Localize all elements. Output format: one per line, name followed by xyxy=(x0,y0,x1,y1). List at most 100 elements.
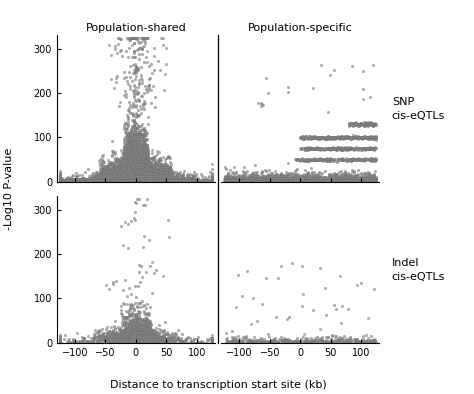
Point xyxy=(316,135,323,141)
Point xyxy=(279,176,286,182)
Point xyxy=(121,169,129,176)
Point xyxy=(158,164,166,170)
Point xyxy=(140,165,148,172)
Point xyxy=(134,175,141,181)
Point xyxy=(316,176,323,182)
Point xyxy=(150,168,157,174)
Point xyxy=(124,165,131,171)
Point xyxy=(118,178,126,184)
Point xyxy=(302,177,310,183)
Point xyxy=(133,176,141,182)
Point xyxy=(140,158,147,165)
Point xyxy=(128,169,136,175)
Point xyxy=(330,145,338,152)
Point xyxy=(123,176,131,182)
Point xyxy=(309,178,317,184)
Point xyxy=(128,172,135,178)
Point xyxy=(276,178,283,184)
Point xyxy=(130,166,137,172)
Point xyxy=(128,167,135,174)
Point xyxy=(125,168,132,175)
Point xyxy=(144,171,152,178)
Point xyxy=(359,175,366,181)
Point xyxy=(123,161,130,167)
Point xyxy=(149,176,157,182)
Point xyxy=(279,173,287,179)
Point xyxy=(118,174,126,180)
Point xyxy=(147,169,155,175)
Point xyxy=(244,178,251,184)
Point xyxy=(136,171,144,177)
Point xyxy=(331,156,339,162)
Point xyxy=(136,169,144,175)
Point xyxy=(125,163,132,169)
Point xyxy=(146,169,153,176)
Point xyxy=(239,174,246,180)
Point xyxy=(126,166,133,173)
Point xyxy=(149,169,156,175)
Point xyxy=(128,162,136,168)
Point xyxy=(134,175,142,182)
Point xyxy=(356,156,364,163)
Point xyxy=(106,178,114,184)
Point xyxy=(136,162,143,168)
Point xyxy=(130,171,137,177)
Point xyxy=(96,177,103,183)
Point xyxy=(99,156,106,162)
Point xyxy=(224,178,232,184)
Point xyxy=(149,174,157,180)
Point xyxy=(145,330,153,336)
Point xyxy=(115,175,122,181)
Point xyxy=(128,170,136,177)
Point xyxy=(347,157,355,163)
Point xyxy=(122,156,129,162)
Point xyxy=(104,177,111,183)
Point xyxy=(353,121,360,127)
Point xyxy=(149,175,157,181)
Point xyxy=(278,178,285,184)
Point xyxy=(136,164,143,170)
Point xyxy=(119,166,127,173)
Point xyxy=(337,146,345,152)
Point xyxy=(166,155,174,162)
Point xyxy=(96,172,104,178)
Point xyxy=(98,177,105,183)
Point xyxy=(133,165,141,171)
Point xyxy=(126,317,133,323)
Point xyxy=(135,155,142,161)
Point xyxy=(126,171,134,177)
Point xyxy=(138,170,146,177)
Point xyxy=(129,172,137,178)
Point xyxy=(208,339,216,346)
Point xyxy=(110,168,118,174)
Point xyxy=(128,324,136,330)
Point xyxy=(318,156,325,163)
Point xyxy=(208,176,216,182)
Point xyxy=(116,173,123,179)
Point xyxy=(147,172,155,178)
Point xyxy=(102,176,109,182)
Point xyxy=(291,177,298,183)
Point xyxy=(267,178,275,184)
Point xyxy=(123,334,130,340)
Point xyxy=(157,169,164,175)
Point xyxy=(352,173,360,180)
Point xyxy=(125,174,133,180)
Point xyxy=(133,170,140,177)
Point xyxy=(135,331,142,337)
Point xyxy=(146,171,154,177)
Point xyxy=(135,162,142,169)
Point xyxy=(350,178,358,184)
Point xyxy=(335,176,343,182)
Point xyxy=(133,175,140,181)
Point xyxy=(134,166,142,173)
Point xyxy=(356,338,363,344)
Point xyxy=(142,174,149,180)
Point xyxy=(238,174,246,180)
Point xyxy=(128,165,136,171)
Point xyxy=(326,178,333,185)
Point xyxy=(148,161,155,167)
Point xyxy=(131,166,138,172)
Point xyxy=(114,176,122,182)
Point xyxy=(335,134,343,141)
